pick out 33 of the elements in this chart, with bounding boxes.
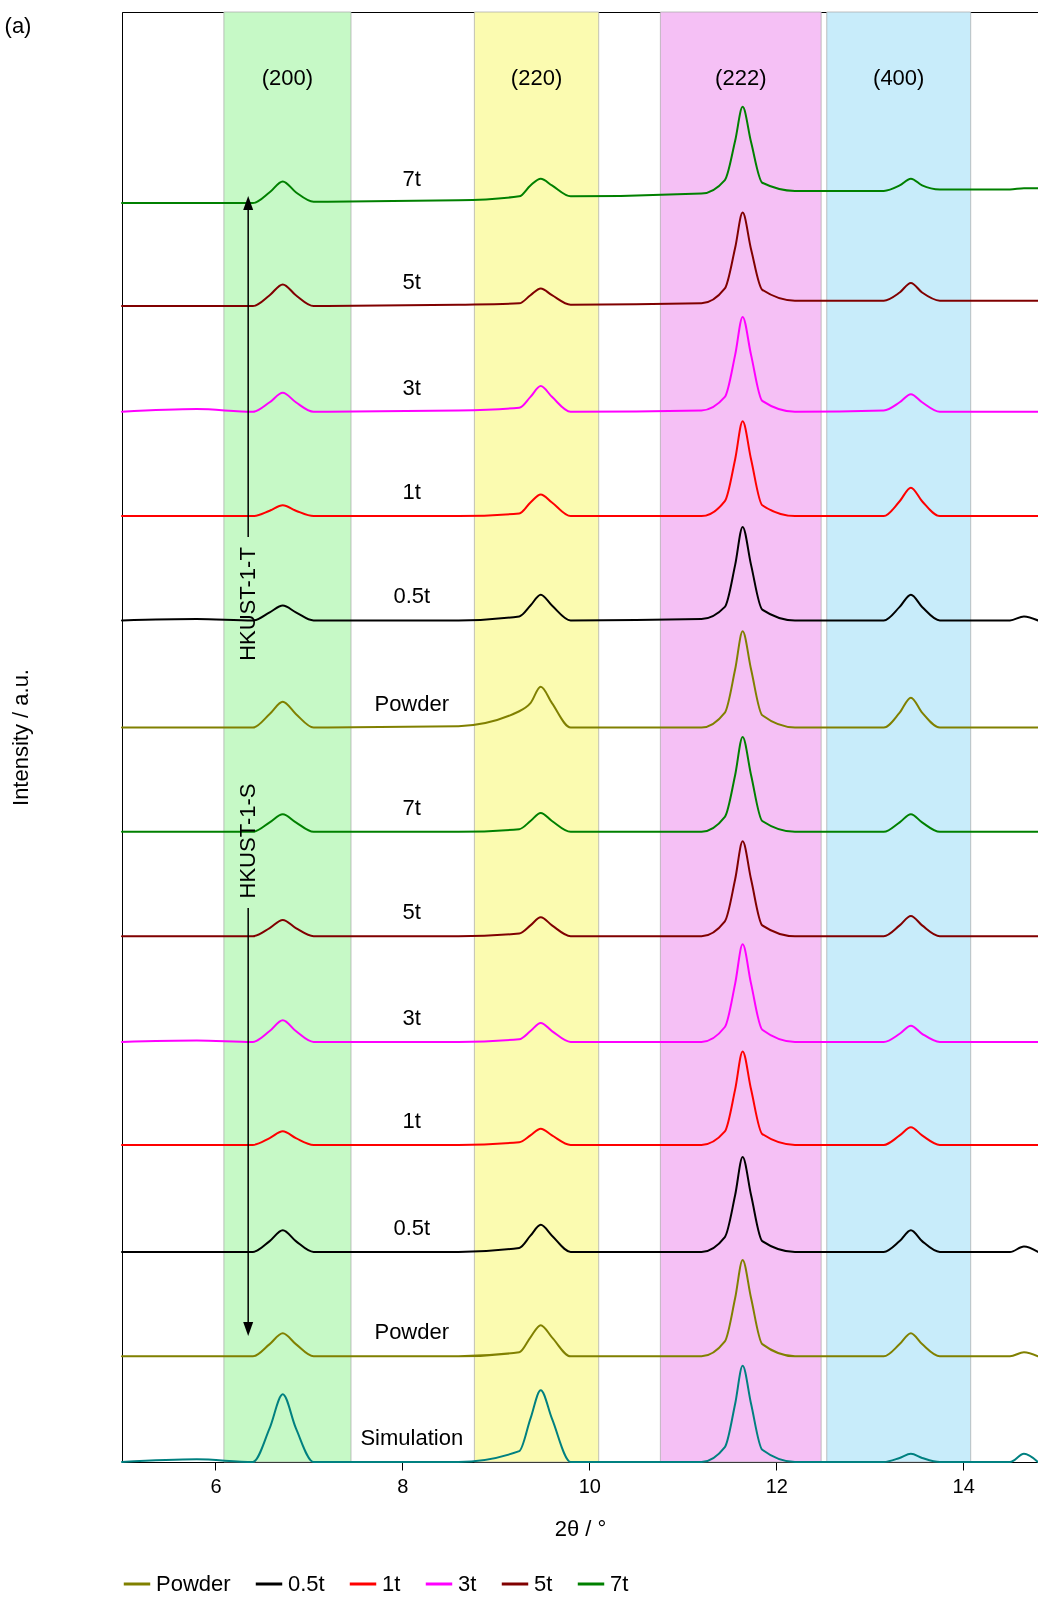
band-label: (400) (873, 65, 925, 90)
text: 5t (402, 899, 421, 925)
band-label: (200) (261, 65, 314, 90)
legend-label: 0.5t (288, 1571, 325, 1596)
x-tick-label: 12 (765, 1474, 788, 1497)
legend-label: 1t (382, 1571, 401, 1596)
text: 0.5t (393, 1214, 431, 1240)
x-tick-label: 6 (210, 1474, 222, 1497)
annotation: HKUST-1-T (235, 547, 260, 661)
series-label: Simulation (360, 1425, 464, 1450)
series-label: 1t (402, 479, 421, 505)
x-tick-label: 14 (952, 1474, 975, 1497)
text: Powder (374, 1319, 450, 1345)
y-axis-title: Intensity / a.u. (7, 669, 33, 806)
series-label: 3t (402, 374, 421, 400)
x-tick-label: 8 (397, 1474, 409, 1497)
text: 7t (402, 794, 421, 820)
series-label: 7t (402, 166, 421, 192)
x-tick-label: 10 (578, 1474, 601, 1497)
x-axis-title: 2θ / ° (554, 1515, 607, 1541)
series-label: 5t (402, 269, 421, 295)
band-label: (220) (510, 65, 563, 90)
band-label: (222) (715, 65, 767, 90)
legend-label: 3t (458, 1571, 477, 1596)
series-label: 0.5t (393, 583, 431, 609)
text: (a) (4, 13, 32, 38)
annotation: HKUST-1-S (235, 783, 260, 899)
text: 3t (402, 1004, 421, 1030)
legend-label: 5t (534, 1571, 553, 1596)
text: 1t (402, 1107, 421, 1133)
legend-label: Powder (156, 1571, 231, 1596)
series-label: Powder (374, 690, 450, 716)
legend-label: 7t (610, 1571, 629, 1596)
